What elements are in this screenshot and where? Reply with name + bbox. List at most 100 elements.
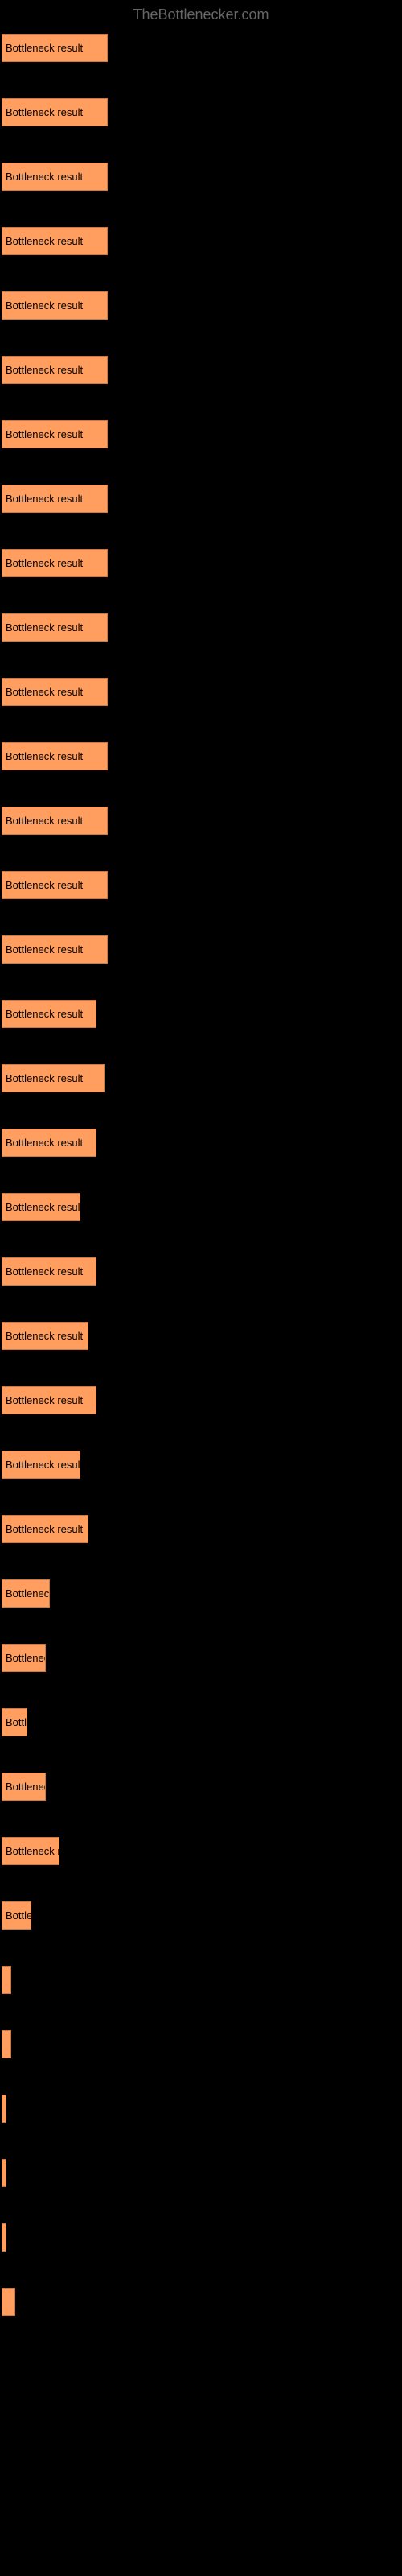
bar-label: Bottleneck result: [6, 42, 83, 54]
bar-row: Bottleneck result: [2, 163, 400, 191]
bar-row: [2, 2159, 400, 2187]
bar-row: Bottleneck result: [2, 1322, 400, 1350]
bar-label: Bottleneck result: [6, 493, 83, 505]
bottleneck-bar[interactable]: Bottleneck result: [2, 1837, 59, 1865]
site-title: TheBottlenecker.com: [133, 6, 269, 23]
bar-label: Bottleneck result: [6, 1008, 83, 1020]
bottleneck-bar[interactable]: Bottleneck result: [2, 549, 108, 577]
bar-label: Bottleneck result: [6, 299, 83, 312]
bar-row: Bottleneck result: [2, 98, 400, 126]
bar-row: Bottleneck result: [2, 1773, 400, 1801]
bar-label: Bottleneck result: [6, 943, 83, 956]
bottleneck-bar[interactable]: [2, 2288, 15, 2316]
bar-label: Bottleneck result: [6, 364, 83, 376]
bar-label: Bottleneck result: [6, 1330, 83, 1342]
bottleneck-bar[interactable]: Bottleneck result: [2, 291, 108, 320]
bar-row: Bottleneck result: [2, 227, 400, 255]
bottleneck-bar[interactable]: Bottleneck result: [2, 935, 108, 964]
bar-row: Bottleneck result: [2, 1579, 400, 1608]
bar-label: Bottleneck result: [6, 879, 83, 891]
bottleneck-bar[interactable]: Bottleneck result: [2, 98, 108, 126]
bar-row: [2, 2030, 400, 2058]
bottleneck-bar[interactable]: Bottleneck result: [2, 356, 108, 384]
bar-label: Bottleneck result: [6, 1201, 80, 1213]
bar-label: Bottleneck result: [6, 1716, 27, 1728]
bar-row: Bottleneck result: [2, 613, 400, 642]
bar-label: Bottleneck result: [6, 557, 83, 569]
bottleneck-bar[interactable]: [2, 2095, 6, 2123]
bar-row: [2, 2223, 400, 2252]
bottleneck-bar[interactable]: Bottleneck result: [2, 742, 108, 770]
bottleneck-bar[interactable]: [2, 2159, 6, 2187]
bottleneck-bar[interactable]: Bottleneck result: [2, 1257, 96, 1286]
bottleneck-bar[interactable]: Bottleneck result: [2, 678, 108, 706]
bottleneck-bar[interactable]: [2, 2223, 6, 2252]
bottleneck-bar[interactable]: Bottleneck result: [2, 1064, 105, 1092]
bar-row: Bottleneck result: [2, 549, 400, 577]
bottleneck-bar[interactable]: Bottleneck result: [2, 1644, 46, 1672]
bar-label: Bottleneck result: [6, 621, 83, 634]
bottleneck-bar[interactable]: Bottleneck result: [2, 485, 108, 513]
bar-row: Bottleneck result: [2, 1000, 400, 1028]
bar-label: Bottleneck result: [6, 750, 83, 762]
bar-row: Bottleneck result: [2, 807, 400, 835]
bottleneck-bar[interactable]: Bottleneck result: [2, 1129, 96, 1157]
bar-row: Bottleneck result: [2, 935, 400, 964]
bar-row: Bottleneck result: [2, 1193, 400, 1221]
bar-row: [2, 2095, 400, 2123]
bottleneck-bar[interactable]: Bottleneck result: [2, 1773, 46, 1801]
bar-label: Bottleneck result: [6, 686, 83, 698]
bottleneck-bar[interactable]: Bottleneck result: [2, 420, 108, 448]
bar-label: Bottleneck result: [6, 1523, 83, 1535]
bar-row: Bottleneck result: [2, 1837, 400, 1865]
bar-row: Bottleneck result: [2, 1386, 400, 1414]
bar-row: [2, 1966, 400, 1994]
bar-label: Bottleneck result: [6, 815, 83, 827]
bottleneck-bar[interactable]: Bottleneck result: [2, 1386, 96, 1414]
bottleneck-bar[interactable]: Bottleneck result: [2, 34, 108, 62]
bar-row: Bottleneck result: [2, 678, 400, 706]
bar-row: Bottleneck result: [2, 356, 400, 384]
bar-label: Bottleneck result: [6, 428, 83, 440]
page-header: TheBottlenecker.com: [0, 0, 402, 30]
bottleneck-bar[interactable]: Bottleneck result: [2, 1451, 80, 1479]
bar-row: Bottleneck result: [2, 420, 400, 448]
bottleneck-bar[interactable]: Bottleneck result: [2, 1322, 88, 1350]
bar-row: Bottleneck result: [2, 1064, 400, 1092]
bottleneck-bar[interactable]: [2, 1966, 11, 1994]
bottleneck-bar[interactable]: Bottleneck result: [2, 1579, 50, 1608]
bottleneck-bar[interactable]: Bottleneck result: [2, 807, 108, 835]
bar-row: [2, 2288, 400, 2316]
bar-label: Bottleneck result: [6, 1781, 46, 1793]
bottleneck-bar[interactable]: [2, 2030, 11, 2058]
bar-label: Bottleneck result: [6, 1394, 83, 1406]
bar-label: Bottleneck result: [6, 171, 83, 183]
bar-row: Bottleneck result: [2, 871, 400, 899]
bar-row: Bottleneck result: [2, 485, 400, 513]
bottleneck-bar[interactable]: Bottleneck result: [2, 1000, 96, 1028]
bar-label: Bottleneck result: [6, 1459, 80, 1471]
bottleneck-bar[interactable]: Bottleneck result: [2, 1515, 88, 1543]
bar-label: Bottleneck result: [6, 106, 83, 118]
bar-row: Bottleneck result: [2, 34, 400, 62]
bar-label: Bottleneck result: [6, 1072, 83, 1084]
bar-label: Bottleneck result: [6, 235, 83, 247]
bar-row: Bottleneck result: [2, 1644, 400, 1672]
bottleneck-bar[interactable]: Bottleneck result: [2, 163, 108, 191]
bar-row: Bottleneck result: [2, 1129, 400, 1157]
bar-row: Bottleneck result: [2, 1901, 400, 1930]
bar-row: Bottleneck result: [2, 1257, 400, 1286]
bar-label: Bottleneck result: [6, 1137, 83, 1149]
bottleneck-bar[interactable]: Bottleneck result: [2, 1708, 27, 1736]
bar-label: Bottleneck result: [6, 1909, 31, 1922]
bar-row: Bottleneck result: [2, 291, 400, 320]
bar-label: Bottleneck result: [6, 1845, 59, 1857]
bar-row: Bottleneck result: [2, 1515, 400, 1543]
bottleneck-bar[interactable]: Bottleneck result: [2, 227, 108, 255]
bar-label: Bottleneck result: [6, 1587, 50, 1600]
bottleneck-bar[interactable]: Bottleneck result: [2, 1193, 80, 1221]
bottleneck-bar[interactable]: Bottleneck result: [2, 1901, 31, 1930]
bottleneck-bar[interactable]: Bottleneck result: [2, 613, 108, 642]
bottleneck-bar[interactable]: Bottleneck result: [2, 871, 108, 899]
bottleneck-chart: Bottleneck result Bottleneck result Bottle…: [0, 30, 402, 2356]
